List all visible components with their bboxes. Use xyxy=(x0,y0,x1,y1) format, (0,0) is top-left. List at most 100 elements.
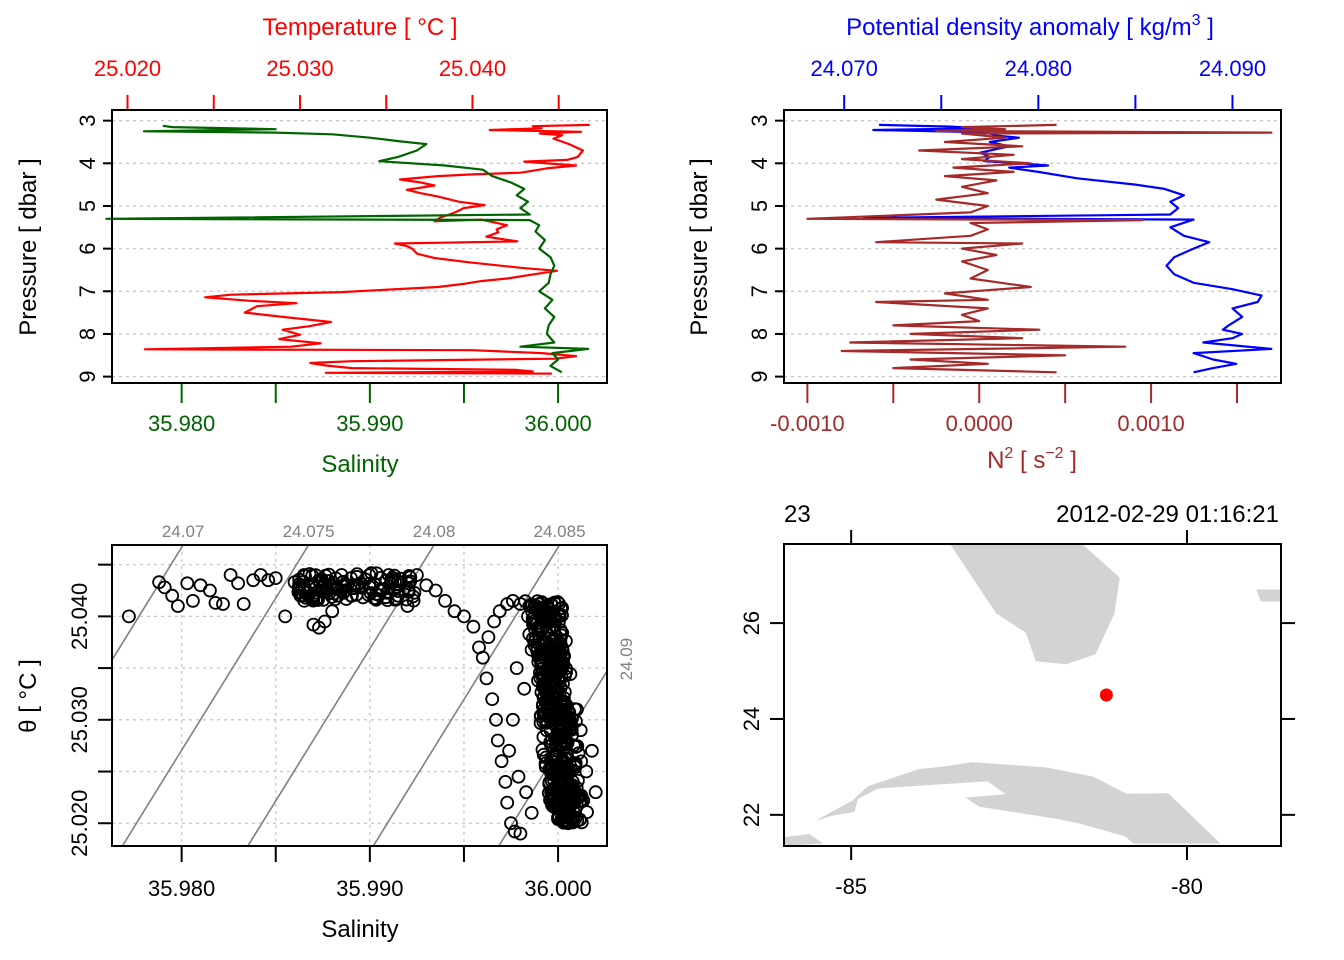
data-point xyxy=(543,648,558,663)
data-point xyxy=(361,588,376,602)
plot-frame xyxy=(783,109,1282,384)
top-tick-label: 25.030 xyxy=(266,56,333,81)
y-axis: 3 4 5 6 7 8 9 xyxy=(747,115,784,383)
data-point xyxy=(369,566,384,581)
data-point xyxy=(504,816,518,831)
data-point xyxy=(406,593,421,608)
y-axis: 25.020 25.030 25.040 xyxy=(67,563,112,857)
data-point xyxy=(558,755,573,770)
bottom-axis: 35.980 35.990 36.000 xyxy=(148,384,592,436)
data-point xyxy=(574,788,589,803)
data-point xyxy=(321,574,336,589)
series-group xyxy=(105,123,590,375)
top-axis-title-end: ] xyxy=(1201,14,1214,41)
x-axis-title: Salinity xyxy=(321,916,398,943)
data-point xyxy=(305,568,320,583)
data-point xyxy=(529,612,544,627)
lon-tick-label: -80 xyxy=(1171,874,1203,899)
data-point xyxy=(202,583,217,598)
bottom-tick-label: 35.990 xyxy=(336,411,403,436)
data-point xyxy=(380,585,395,600)
x-tick-label: 36.000 xyxy=(524,876,591,901)
data-point xyxy=(346,581,361,595)
data-point xyxy=(558,697,572,712)
y-axis-title: Pressure [ dbar ] xyxy=(15,158,42,335)
data-point xyxy=(564,722,579,737)
data-point xyxy=(548,610,563,625)
y-tick-label: 7 xyxy=(75,285,100,297)
bottom-axis-title-sup2: −2 xyxy=(1045,445,1063,462)
data-point xyxy=(339,592,354,606)
data-point xyxy=(559,634,573,648)
isopycnal-line xyxy=(121,545,310,846)
data-point xyxy=(536,646,551,661)
isopycnal-line xyxy=(372,545,561,846)
y-tick-label: 25.020 xyxy=(67,790,92,857)
data-point xyxy=(541,605,555,620)
data-point xyxy=(402,569,416,583)
isopycnal-label: 24.07 xyxy=(162,522,205,541)
data-point xyxy=(558,796,573,810)
y-tick-label: 25.040 xyxy=(67,583,92,650)
data-point xyxy=(393,571,408,586)
bottom-axis-title: N2 [ s−2 ] xyxy=(987,445,1077,474)
x-axis: 35.980 35.990 36.000 xyxy=(148,846,592,901)
bottom-tick-label: 36.000 xyxy=(524,411,591,436)
top-tick-label: 24.090 xyxy=(1199,56,1266,81)
top-tick-label: 25.020 xyxy=(94,56,161,81)
data-point xyxy=(208,596,223,610)
data-point xyxy=(574,754,588,769)
data-point xyxy=(121,609,136,624)
data-point xyxy=(494,754,509,769)
data-point xyxy=(306,588,321,603)
data-point xyxy=(185,594,200,608)
data-point xyxy=(180,576,195,591)
isopycnal-lines xyxy=(112,545,607,846)
y-tick-label: 6 xyxy=(747,243,772,255)
data-point xyxy=(388,592,403,607)
top-axis: 25.020 25.030 25.040 xyxy=(94,56,560,109)
data-point xyxy=(555,752,569,766)
land-florida xyxy=(950,544,1120,665)
grid xyxy=(112,120,607,378)
data-point xyxy=(513,826,528,841)
data-point xyxy=(428,583,443,598)
data-point xyxy=(479,671,494,686)
panel-density-n2-profile: 3 4 5 6 7 8 9 24.070 24.080 24.090 -0.0010 0.0000… xyxy=(686,12,1282,474)
panel-ts-diagram: 24.07 24.075 24.08 24.085 24.09 25.020 25.030… xyxy=(15,522,636,943)
data-point xyxy=(554,731,568,745)
series-group xyxy=(806,123,1273,374)
map-frame xyxy=(783,543,1282,847)
data-point xyxy=(492,604,507,619)
data-point xyxy=(438,594,453,608)
data-point xyxy=(261,573,276,588)
y-tick-label: 5 xyxy=(747,200,772,212)
land-cuba xyxy=(816,762,1221,844)
data-point xyxy=(548,698,562,713)
bottom-tick-label: 0.0000 xyxy=(946,411,1013,436)
bottom-axis-title-mid: [ s xyxy=(1013,447,1045,474)
data-point xyxy=(524,806,539,820)
y-tick-label: 3 xyxy=(75,115,100,127)
data-point xyxy=(538,756,553,771)
data-point xyxy=(554,657,569,671)
data-point xyxy=(338,577,353,591)
data-point xyxy=(311,593,325,607)
data-point xyxy=(165,588,180,603)
lat-tick-label: 24 xyxy=(739,707,764,731)
top-axis-title-sup: 3 xyxy=(1192,12,1201,29)
lat-tick-label: 22 xyxy=(739,803,764,827)
land-isle-of-youth-and-nw xyxy=(784,834,823,846)
bottom-axis-title-main: N xyxy=(987,447,1004,474)
data-point xyxy=(268,571,283,585)
data-point xyxy=(568,740,583,754)
data-point xyxy=(403,570,418,585)
land-bahamas-andros xyxy=(1298,659,1344,733)
isopycnal-labels: 24.07 24.075 24.08 24.085 24.09 xyxy=(162,522,636,680)
data-point xyxy=(536,690,551,705)
data-point xyxy=(545,642,560,657)
x-tick-label: 35.990 xyxy=(336,876,403,901)
isopycnal-label: 24.075 xyxy=(283,522,335,541)
data-point xyxy=(535,661,550,676)
